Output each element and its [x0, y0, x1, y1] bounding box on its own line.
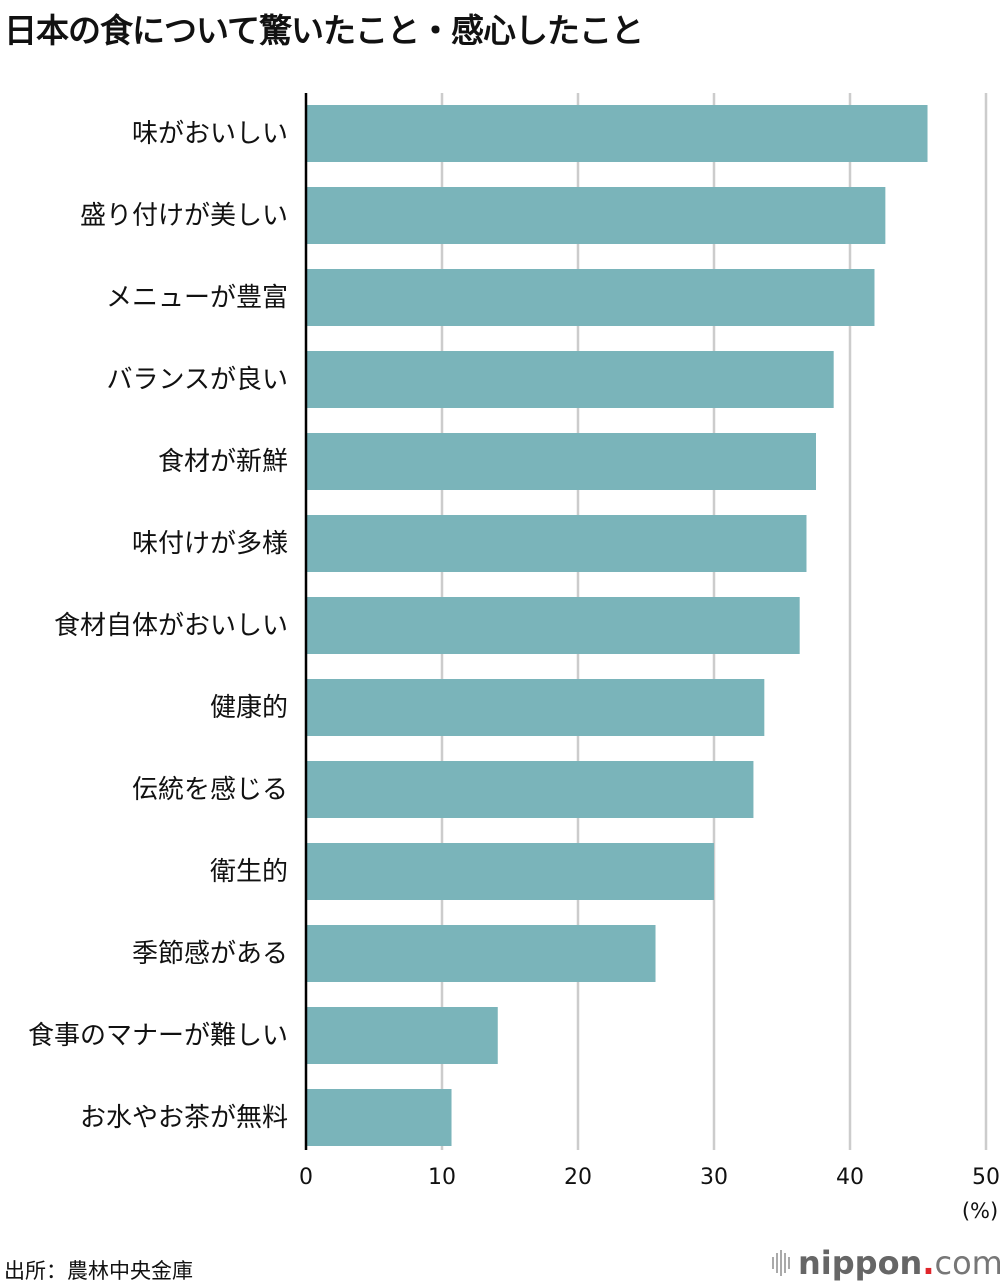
x-tick-label: 10 — [428, 1165, 456, 1190]
bar — [306, 1089, 452, 1146]
x-tick-label: 20 — [564, 1165, 592, 1190]
bar — [306, 105, 928, 162]
bar — [306, 1007, 498, 1064]
logo-name: nippon — [798, 1244, 923, 1282]
bar — [306, 351, 834, 408]
category-label: 食材自体がおいしい — [54, 611, 288, 641]
category-label: 食材が新鮮 — [158, 447, 288, 477]
chart-title: 日本の食について驚いたこと・感心したこと — [4, 11, 644, 50]
bar — [306, 843, 714, 900]
x-tick-label: 40 — [836, 1165, 864, 1190]
nippon-logo: nippon. com — [772, 1244, 1000, 1282]
bar-chart: 0 10 20 30 40 50 (%) 味がおいしい盛り付けが美しいメニューが豊富バランスが… — [28, 93, 1000, 1223]
bar — [306, 679, 765, 736]
x-tick-label: 50 — [972, 1165, 1000, 1190]
category-label: お水やお茶が無料 — [80, 1103, 288, 1133]
category-label: メニューが豊富 — [106, 283, 288, 313]
bar — [306, 269, 875, 326]
category-label: 食事のマナーが難しい — [28, 1021, 288, 1051]
bar — [306, 515, 807, 572]
category-label: 伝統を感じる — [132, 775, 288, 805]
x-tick-label: 30 — [700, 1165, 728, 1190]
category-label: 季節感がある — [132, 939, 288, 969]
x-unit-label: (%) — [962, 1199, 998, 1223]
bar — [306, 597, 800, 654]
category-label: バランスが良い — [107, 365, 288, 395]
logo-tld: com — [934, 1244, 1000, 1282]
logo-dot: . — [922, 1244, 935, 1282]
bar — [306, 761, 754, 818]
category-label: 健康的 — [210, 693, 288, 723]
category-label: 盛り付けが美しい — [80, 201, 288, 231]
bar — [306, 925, 656, 982]
category-label: 味がおいしい — [132, 119, 288, 149]
category-label: 味付けが多様 — [132, 529, 288, 559]
category-label: 衛生的 — [210, 857, 288, 887]
x-tick-label: 0 — [299, 1165, 313, 1190]
bar — [306, 187, 886, 244]
source-note: 出所：農林中央金庫 — [4, 1259, 193, 1283]
logo-bars-icon — [772, 1250, 790, 1276]
bar — [306, 433, 816, 490]
